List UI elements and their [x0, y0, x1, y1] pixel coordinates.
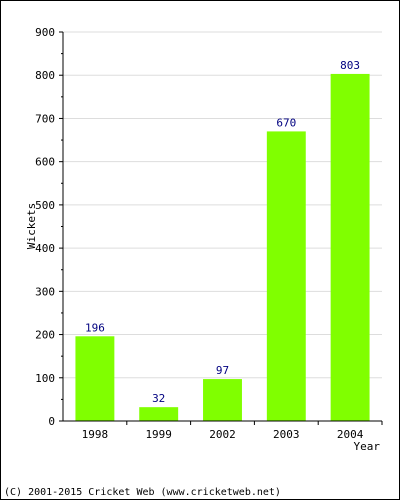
- x-tick-label: 1999: [145, 428, 172, 441]
- axes: 0 100 200 300 400 500 600 700 800 900 1998 1999 2002…: [35, 26, 383, 441]
- x-tick-label: 1998: [82, 428, 109, 441]
- bar-value-label: 803: [340, 59, 360, 72]
- y-tick-label: 600: [35, 156, 55, 169]
- x-axis-title: Year: [354, 440, 381, 453]
- copyright-footer: (C) 2001-2015 Cricket Web (www.cricketwe…: [4, 487, 281, 498]
- y-tick-label: 300: [35, 285, 55, 298]
- x-tick-label: 2002: [209, 428, 236, 441]
- y-tick-label: 100: [35, 372, 55, 385]
- y-tick-label: 200: [35, 329, 55, 342]
- x-tick-label: 2004: [337, 428, 364, 441]
- y-tick-label: 700: [35, 112, 55, 125]
- bar-2004: [330, 73, 370, 422]
- grid-lines: [63, 31, 382, 379]
- y-tick-label: 500: [35, 199, 55, 212]
- bar-value-label: 97: [216, 364, 229, 377]
- bar-value-label: 32: [152, 392, 165, 405]
- bar-1999: [139, 407, 179, 421]
- bar-value-label: 196: [85, 321, 105, 334]
- bar-value-label: 670: [276, 116, 296, 129]
- y-tick-label: 800: [35, 69, 55, 82]
- bar-2002: [203, 379, 242, 421]
- bar-1998: [75, 336, 115, 421]
- bars: 196 32 97 670 803: [75, 59, 370, 422]
- y-tick-label: 0: [48, 415, 55, 428]
- bar-2003: [266, 131, 306, 421]
- x-tick-label: 2003: [273, 428, 300, 441]
- y-tick-label: 400: [35, 242, 55, 255]
- y-axis-title: Wickets: [25, 203, 38, 249]
- y-tick-label: 900: [35, 26, 55, 39]
